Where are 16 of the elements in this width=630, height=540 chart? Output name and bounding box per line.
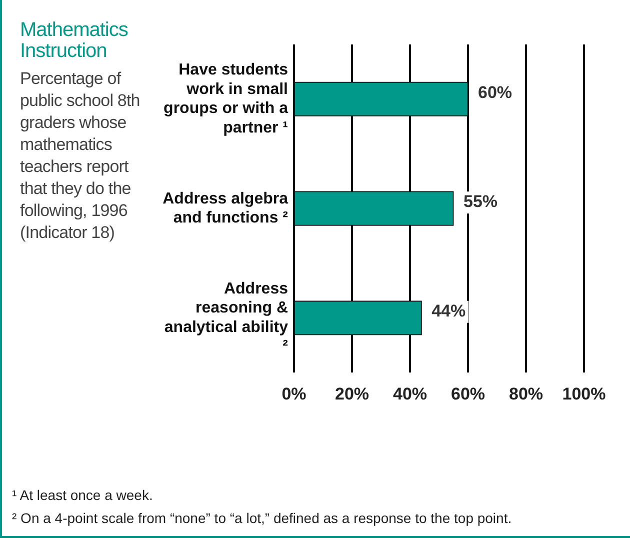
y-tick-label: Have students work in small groups or with a partner ¹ [164,62,288,136]
x-tick-label: 60% [450,384,486,404]
text: ² On a 4-point scale from “none” to “a lot,” defined as a response to the top point. [12,509,512,528]
x-tick-label: 0% [282,384,306,404]
data-label: 60% [478,82,512,102]
data-label: 44% [432,302,466,321]
text: Percentage of public school 8th graders whose mathematics teachers report that they do the following, 1996 (Indicator 18) [20,68,141,244]
text: Mathematics Instruction [20,19,129,62]
y-tick-label: Address algebra and functions ² [162,190,288,227]
data-label: 55% [464,192,498,212]
x-tick-label: 40% [392,384,428,404]
x-tick-label: 80% [508,384,544,404]
y-tick-label: Address reasoning & analytical ability ² [164,280,288,356]
x-tick-label: 20% [334,384,370,404]
text: ¹ At least once a week. [12,486,154,505]
x-tick-label: 100% [562,384,606,404]
